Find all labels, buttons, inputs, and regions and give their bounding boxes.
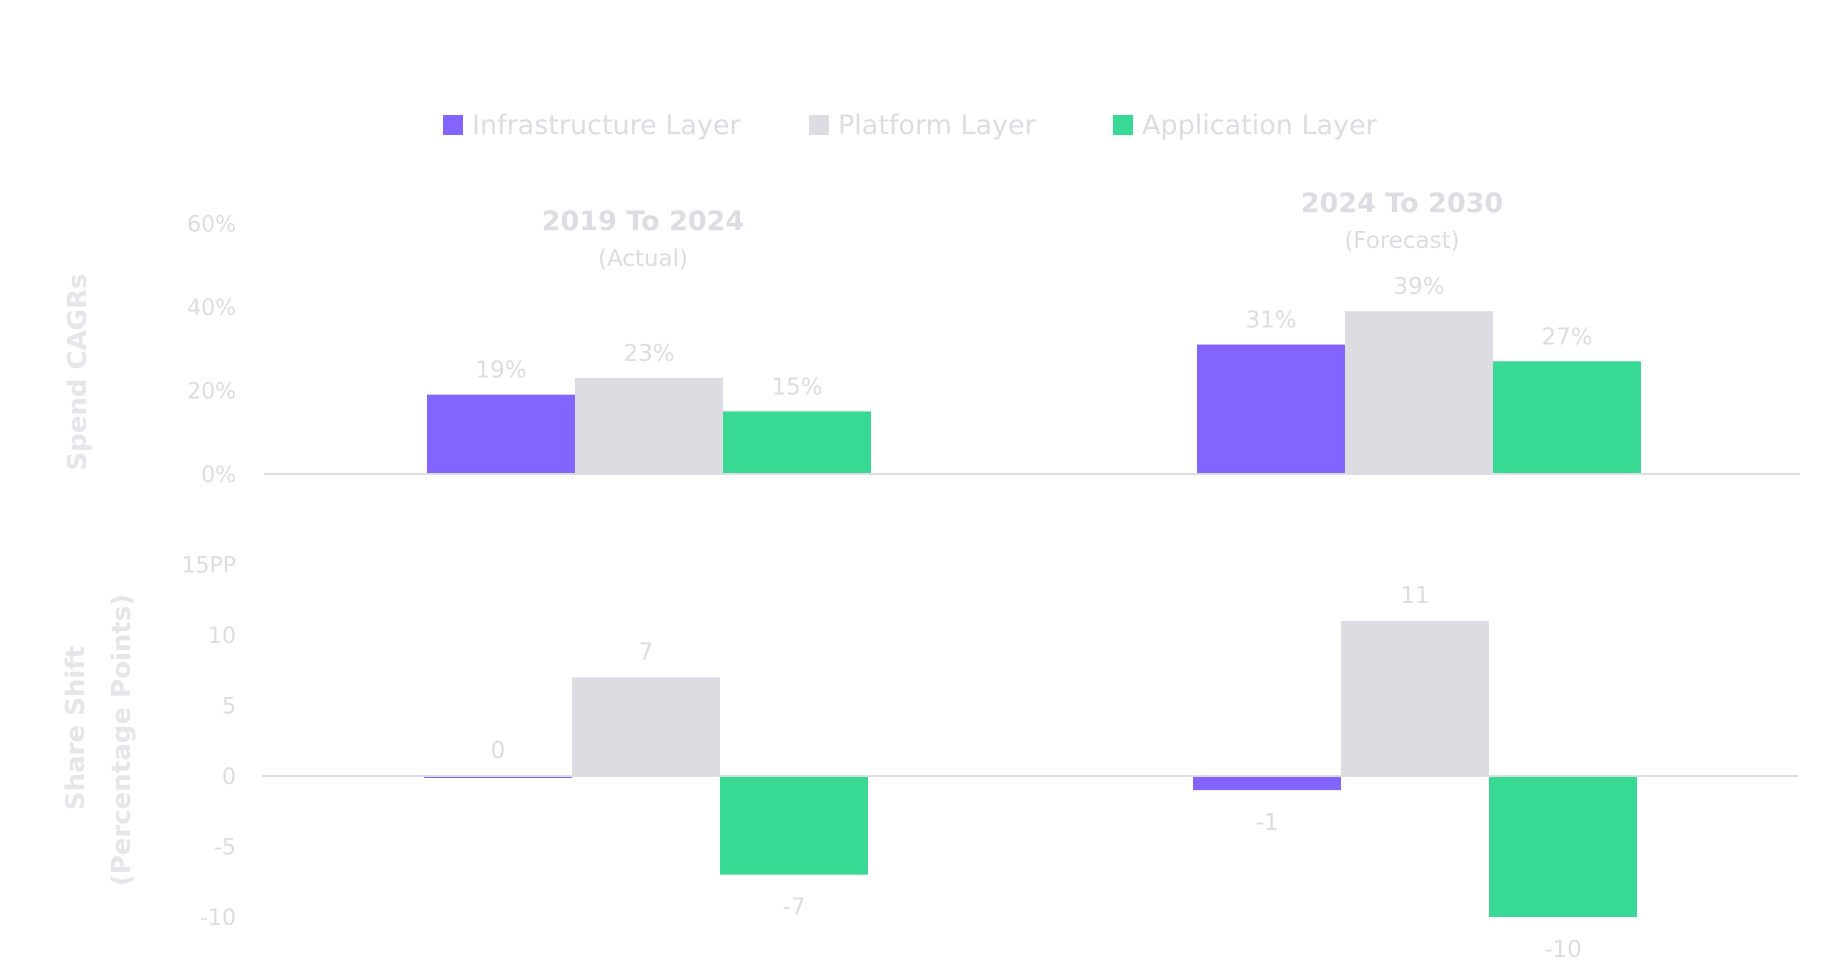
top-y-axis-title: Spend CAGRs bbox=[63, 273, 93, 470]
bottom-y-axis-title-line1: Share Shift bbox=[61, 646, 91, 810]
top-group-title-2: 2024 To 2030 bbox=[1301, 188, 1503, 219]
legend-label-infrastructure: Infrastructure Layer bbox=[472, 110, 742, 141]
top-bar-application-2 bbox=[1493, 361, 1641, 474]
top-bar-infrastructure-2 bbox=[1197, 344, 1345, 474]
top-y-ticks: 0% 20% 40% 60% bbox=[187, 213, 236, 489]
bottom-y-tick-label: 15PP bbox=[181, 554, 236, 579]
top-data-label-infrastructure-1: 19% bbox=[475, 358, 526, 384]
top-data-label-application-1: 15% bbox=[771, 374, 822, 400]
top-chart: Spend CAGRs 2019 To 2024 (Actual) 2024 T… bbox=[63, 188, 1800, 488]
top-data-label-infrastructure-2: 31% bbox=[1245, 308, 1296, 334]
bottom-bar-infrastructure-2 bbox=[1193, 776, 1341, 791]
bottom-bar-platform-2 bbox=[1341, 620, 1489, 776]
top-y-tick-label: 0% bbox=[201, 463, 236, 488]
bottom-y-tick-label: 10 bbox=[208, 624, 236, 649]
top-y-tick-label: 60% bbox=[187, 213, 236, 238]
top-data-label-platform-2: 39% bbox=[1393, 274, 1444, 300]
bottom-data-label-infrastructure-2: -1 bbox=[1256, 810, 1279, 836]
bottom-data-label-application-1: -7 bbox=[783, 895, 806, 921]
bottom-y-tick-label: 5 bbox=[222, 695, 236, 720]
legend-swatch-application bbox=[1113, 115, 1133, 135]
bottom-data-label-platform-2: 11 bbox=[1400, 583, 1429, 609]
top-bar-application-1 bbox=[723, 411, 871, 474]
top-bar-platform-1 bbox=[575, 377, 723, 474]
legend-swatch-infrastructure bbox=[443, 115, 463, 135]
bottom-data-label-infrastructure-1: 0 bbox=[491, 738, 506, 764]
bottom-chart: Share Shift (Percentage Points) -10-5051… bbox=[61, 554, 1798, 963]
top-y-tick-label: 40% bbox=[187, 296, 236, 321]
legend-swatch-platform bbox=[809, 115, 829, 135]
top-data-label-platform-1: 23% bbox=[623, 341, 674, 367]
legend-label-platform: Platform Layer bbox=[838, 110, 1037, 141]
top-bar-platform-2 bbox=[1345, 311, 1493, 474]
bottom-y-tick-label: 0 bbox=[222, 765, 236, 790]
bottom-y-ticks: -10 -5 0 5 10 15PP bbox=[181, 554, 236, 932]
top-bars: 19% 31% 23% 39% 15% 27% bbox=[427, 274, 1641, 474]
bottom-y-tick-label: -10 bbox=[200, 906, 236, 931]
top-y-tick-label: 20% bbox=[187, 380, 236, 405]
bottom-y-axis-title-line2: (Percentage Points) bbox=[107, 594, 137, 886]
bottom-bar-application-1 bbox=[720, 776, 868, 875]
bottom-bar-application-2 bbox=[1489, 776, 1637, 917]
legend: Infrastructure Layer Platform Layer Appl… bbox=[443, 110, 1378, 141]
bottom-bar-platform-1 bbox=[572, 677, 720, 776]
bottom-bars: 0 -1 7 11 -7 -10 bbox=[424, 583, 1637, 963]
top-bar-infrastructure-1 bbox=[427, 394, 575, 474]
legend-label-application: Application Layer bbox=[1142, 110, 1378, 141]
bottom-data-label-platform-1: 7 bbox=[639, 639, 654, 665]
top-group-subtitle-2: (Forecast) bbox=[1344, 228, 1459, 254]
top-data-label-application-2: 27% bbox=[1541, 324, 1592, 350]
bottom-y-tick-label: -5 bbox=[214, 836, 236, 861]
bottom-data-label-application-2: -10 bbox=[1544, 937, 1582, 963]
top-group-subtitle-1: (Actual) bbox=[598, 246, 688, 272]
top-group-title-1: 2019 To 2024 bbox=[542, 206, 744, 237]
